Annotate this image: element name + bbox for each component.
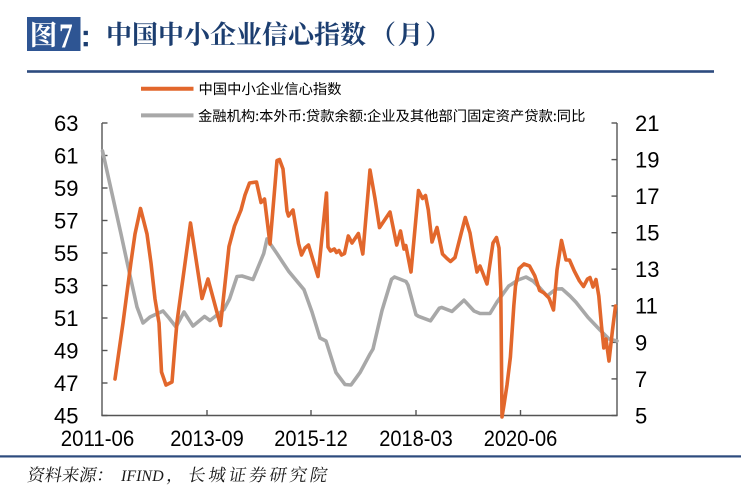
svg-text:11: 11 [635, 294, 658, 319]
svg-text:51: 51 [54, 306, 78, 331]
svg-text:45: 45 [54, 403, 78, 428]
svg-text:61: 61 [54, 143, 78, 168]
svg-text:49: 49 [54, 338, 78, 363]
svg-text:7: 7 [59, 16, 73, 55]
svg-text:59: 59 [54, 176, 78, 201]
svg-text:63: 63 [54, 111, 78, 136]
svg-text:IFIND: IFIND [120, 468, 164, 485]
svg-text:55: 55 [54, 241, 78, 266]
svg-text:57: 57 [54, 208, 78, 233]
svg-text:9: 9 [635, 330, 647, 355]
svg-text:2015-12: 2015-12 [274, 426, 348, 451]
svg-text:2011-06: 2011-06 [61, 426, 135, 451]
svg-text:2013-09: 2013-09 [170, 426, 244, 451]
svg-text:17: 17 [635, 184, 659, 209]
svg-text:2018-03: 2018-03 [379, 426, 453, 451]
svg-text:53: 53 [54, 273, 78, 298]
svg-text:2020-06: 2020-06 [484, 426, 558, 451]
svg-text:47: 47 [54, 371, 78, 396]
svg-text:5: 5 [635, 403, 647, 428]
svg-text:21: 21 [635, 111, 659, 136]
svg-text:13: 13 [635, 257, 659, 282]
svg-text:15: 15 [635, 221, 659, 246]
svg-text:7: 7 [635, 367, 647, 392]
svg-text:19: 19 [635, 148, 659, 173]
